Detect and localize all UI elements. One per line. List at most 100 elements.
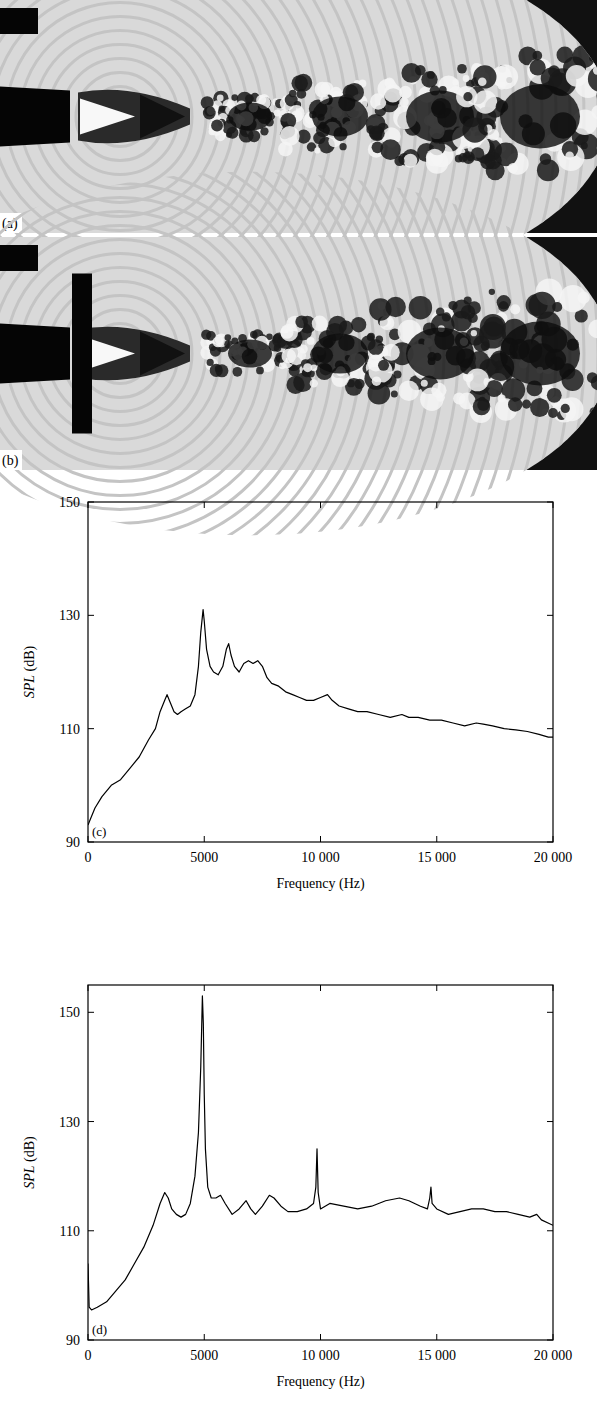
- x-axis-title: Frequency (Hz): [276, 876, 365, 892]
- turbulence: [339, 143, 346, 150]
- turbulence: [532, 51, 542, 61]
- wave-front: [0, 0, 528, 762]
- wave-front: [0, 0, 597, 916]
- wave-front: [0, 0, 597, 1042]
- y-tick: [88, 728, 94, 729]
- turbulence: [463, 92, 472, 101]
- turbulence: [557, 47, 574, 64]
- x-tick: [88, 836, 89, 842]
- x-tick-label: 5000: [190, 850, 218, 865]
- panel-label: (b): [2, 453, 19, 469]
- turbulence: [210, 364, 223, 377]
- chart: 0500010 00015 00020 00090110130150Freque…: [22, 985, 572, 1390]
- y-tick: [547, 502, 553, 503]
- turbulence: [510, 304, 520, 314]
- wave-front: [0, 0, 597, 930]
- structure: [500, 322, 580, 386]
- turbulence: [248, 130, 260, 142]
- turbulence: [577, 292, 589, 304]
- wave-front: [0, 170, 304, 538]
- photo-frame: [0, 0, 597, 233]
- turbulence: [366, 114, 386, 134]
- photo-background: [0, 0, 597, 233]
- turbulence: [385, 297, 405, 317]
- turbulence: [427, 71, 435, 79]
- photo-content: [0, 0, 597, 1042]
- turbulence: [426, 149, 444, 167]
- turbulence: [415, 65, 426, 76]
- turbulence: [478, 78, 487, 87]
- turbulence: [286, 376, 304, 394]
- turbulence: [508, 163, 518, 173]
- wave-front: [0, 0, 597, 1028]
- turbulence: [489, 289, 495, 295]
- turbulence: [537, 159, 559, 181]
- wave-front: [0, 0, 597, 832]
- turbulence: [351, 317, 366, 332]
- wave-front: [0, 0, 570, 804]
- turbulence: [572, 45, 595, 68]
- turbulence: [494, 65, 519, 90]
- wave-front: [0, 0, 597, 763]
- wave-front: [0, 0, 416, 413]
- x-tick: [553, 836, 554, 842]
- x-tick: [436, 836, 437, 842]
- wave-front: [0, 128, 346, 580]
- wave-front: [0, 0, 597, 860]
- turbulence: [403, 154, 417, 168]
- plot-frame: [88, 985, 553, 1340]
- turbulence: [383, 344, 400, 361]
- turbulence: [420, 388, 443, 411]
- turbulence: [394, 156, 404, 166]
- x-tick: [553, 1334, 554, 1340]
- wave-front: [0, 0, 597, 693]
- turbulence: [480, 314, 506, 340]
- x-tick-label: 10 000: [301, 850, 340, 865]
- turbulence: [474, 90, 497, 113]
- wave-front: [0, 0, 597, 805]
- wave-front: [0, 58, 416, 650]
- wave-front: [0, 0, 444, 441]
- turbulence: [289, 90, 296, 97]
- wave-front: [0, 0, 597, 888]
- wave-front: [0, 72, 402, 636]
- turbulence: [213, 336, 224, 347]
- x-tick-label: 15 000: [418, 850, 457, 865]
- y-tick-label: 110: [60, 722, 80, 737]
- y-tick: [88, 842, 94, 843]
- reflector: [72, 274, 92, 434]
- wave-front: [0, 86, 388, 622]
- structure: [312, 334, 368, 374]
- wave-front: [0, 0, 276, 273]
- y-tick-label: 90: [66, 835, 80, 850]
- turbulence: [204, 106, 215, 117]
- y-tick: [547, 842, 553, 843]
- wave-front: [0, 2, 472, 706]
- turbulence: [399, 97, 409, 107]
- x-tick-label: 5000: [190, 1348, 218, 1363]
- panel-label: (c): [92, 824, 106, 839]
- y-tick-label: 130: [59, 608, 80, 623]
- x-tick-label: 0: [85, 850, 92, 865]
- wave-front: [0, 226, 248, 482]
- wave-front: [0, 0, 597, 679]
- wave-front: [0, 0, 597, 986]
- turbulence: [590, 407, 597, 416]
- wave-front: [0, 0, 248, 245]
- x-tick: [553, 985, 554, 991]
- turbulence: [207, 359, 214, 366]
- wave-front: [0, 0, 597, 1014]
- wave-front: [0, 16, 458, 692]
- turbulence: [372, 376, 382, 386]
- x-tick-label: 15 000: [418, 1348, 457, 1363]
- turbulence: [480, 154, 496, 170]
- jet-core: [78, 327, 190, 381]
- turbulence: [529, 292, 556, 319]
- plot-frame: [88, 502, 553, 842]
- wave-front: [0, 0, 597, 651]
- wave-front: [0, 0, 597, 874]
- jet-core: [78, 90, 190, 144]
- turbulence: [566, 65, 588, 87]
- y-tick: [547, 1012, 553, 1013]
- turbulence: [473, 398, 491, 416]
